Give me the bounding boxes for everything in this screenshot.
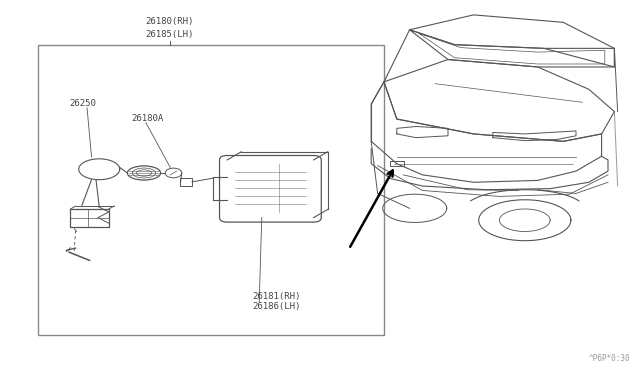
- Text: 26180A: 26180A: [131, 114, 163, 123]
- Bar: [180, 178, 192, 186]
- Bar: [38, 45, 384, 335]
- Bar: [390, 161, 404, 166]
- Text: 26185(LH): 26185(LH): [145, 30, 194, 39]
- Text: 26250: 26250: [69, 99, 96, 108]
- Text: 26181(RH): 26181(RH): [253, 292, 301, 301]
- Text: 26180(RH): 26180(RH): [145, 17, 194, 26]
- Bar: [70, 209, 109, 227]
- Text: 26186(LH): 26186(LH): [253, 302, 301, 311]
- Text: ^P6P*0:30: ^P6P*0:30: [589, 354, 630, 363]
